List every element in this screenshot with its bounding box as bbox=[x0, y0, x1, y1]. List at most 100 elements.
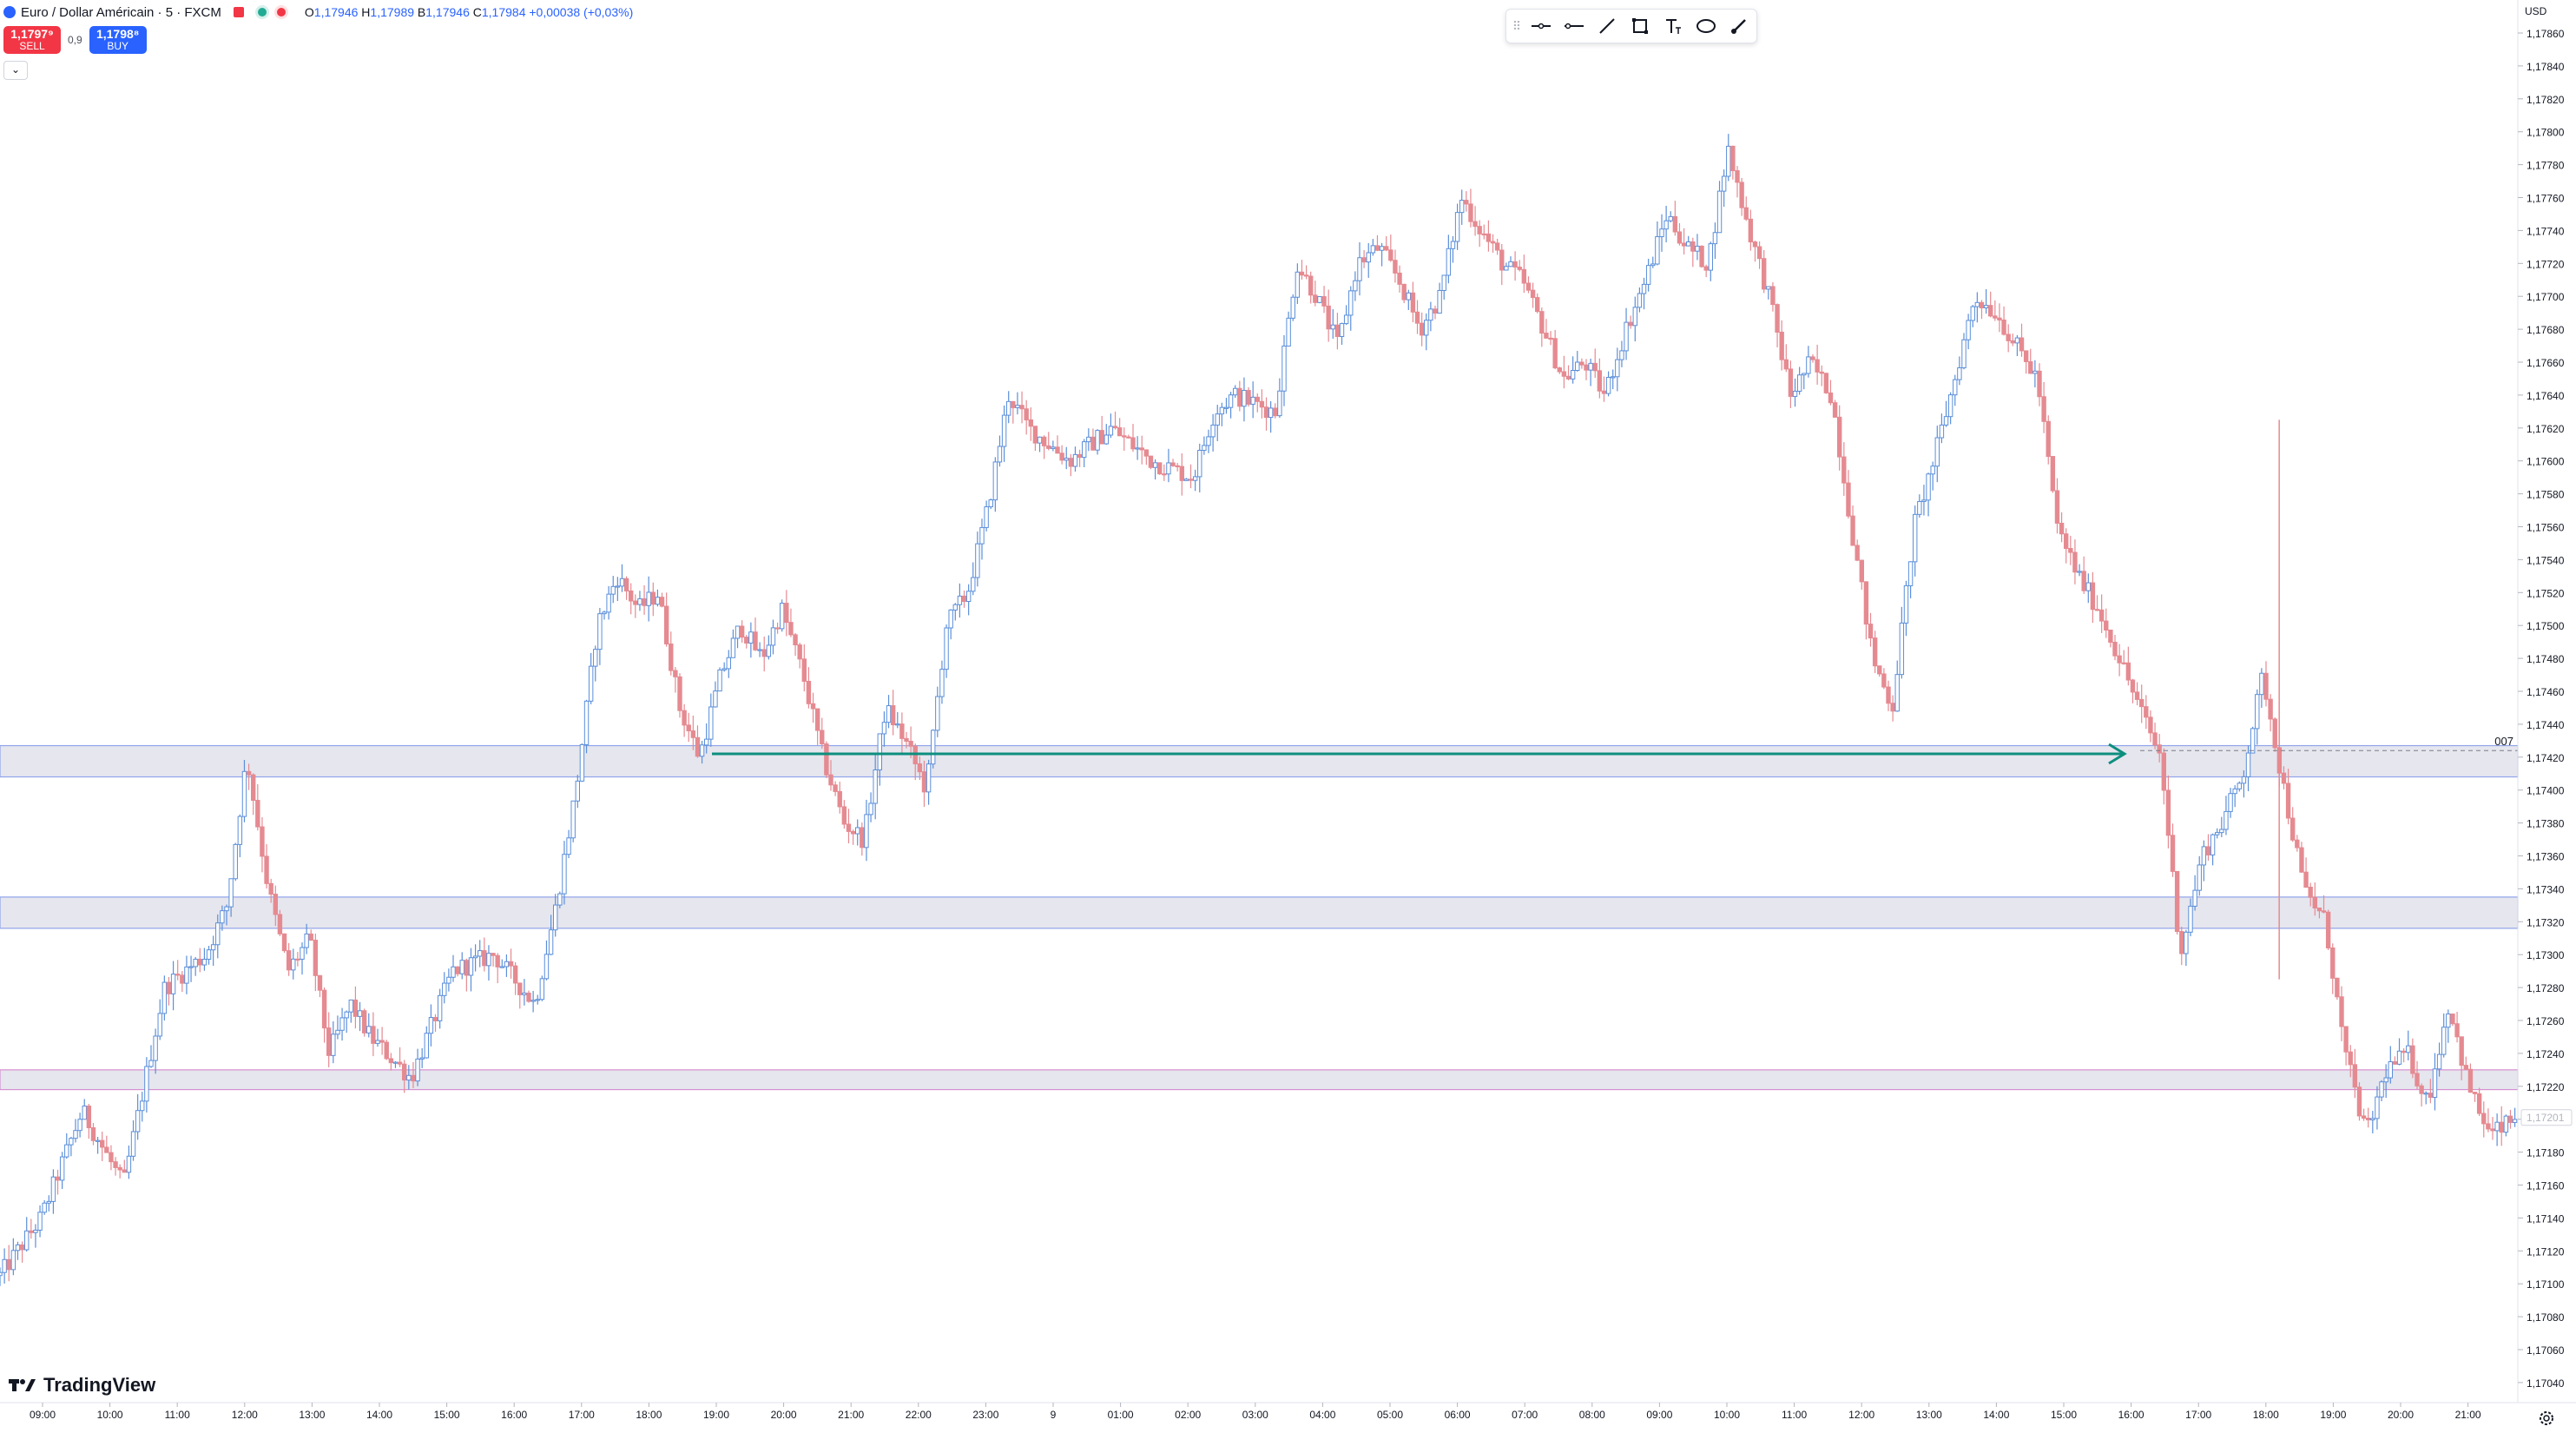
tradingview-logo-text: TradingView bbox=[43, 1374, 156, 1396]
candle-body bbox=[304, 933, 309, 948]
candle-body bbox=[1281, 345, 1287, 392]
candle-body bbox=[1943, 416, 1949, 426]
candle-body bbox=[2192, 889, 2197, 907]
candle-body bbox=[1686, 241, 1691, 247]
candle-body bbox=[877, 733, 882, 771]
candle-body bbox=[1219, 406, 1225, 415]
price-tick-label: 1,17440 bbox=[2527, 719, 2565, 731]
candle-body bbox=[2499, 1121, 2504, 1133]
candle-body bbox=[2046, 420, 2051, 458]
candle-body bbox=[1099, 430, 1104, 445]
time-tick-label: 9 bbox=[1051, 1409, 1057, 1421]
brush-icon[interactable] bbox=[1725, 13, 1753, 39]
candle-body bbox=[1064, 458, 1069, 461]
candle-body bbox=[1796, 374, 1802, 392]
horizontal-line-icon[interactable] bbox=[1527, 13, 1555, 39]
time-tick-label: 16:00 bbox=[501, 1409, 527, 1421]
market-status-icon[interactable] bbox=[233, 7, 244, 17]
candle-body bbox=[748, 631, 754, 644]
candle-body bbox=[744, 637, 749, 644]
candle-body bbox=[1521, 268, 1527, 284]
candle-body bbox=[77, 1119, 82, 1132]
buy-button[interactable]: 1,1798⁸ BUY bbox=[89, 26, 147, 54]
candle-body bbox=[1215, 413, 1220, 426]
time-tick-label: 15:00 bbox=[2051, 1409, 2077, 1421]
candle-body bbox=[95, 1139, 101, 1142]
candle-body bbox=[2299, 847, 2304, 873]
candle-body bbox=[1011, 400, 1016, 408]
data-live-icon[interactable] bbox=[257, 8, 267, 17]
candle-body bbox=[1353, 280, 1358, 292]
candle-body bbox=[1645, 265, 1651, 285]
candle-body bbox=[2, 1258, 7, 1273]
candle-body bbox=[788, 622, 794, 636]
candle-body bbox=[1428, 308, 1433, 321]
candle-body bbox=[1041, 436, 1047, 446]
candle-body bbox=[82, 1106, 87, 1120]
candle-body bbox=[562, 854, 567, 895]
candle-body bbox=[64, 1144, 69, 1158]
candle-body bbox=[6, 1258, 11, 1271]
candle-body bbox=[122, 1169, 127, 1173]
candle-body bbox=[175, 974, 181, 976]
time-tick-label: 20:00 bbox=[2388, 1409, 2414, 1421]
sell-button[interactable]: 1,1797⁹ SELL bbox=[3, 26, 61, 54]
candle-body bbox=[1317, 296, 1322, 303]
candle-body bbox=[2041, 396, 2046, 422]
time-tick-label: 13:00 bbox=[1916, 1409, 1942, 1421]
candle-body bbox=[1162, 473, 1167, 476]
candle-body bbox=[170, 974, 176, 994]
candle-body bbox=[295, 958, 300, 961]
ohlc-high-label: H bbox=[361, 5, 371, 19]
candle-body bbox=[1881, 673, 1887, 688]
candle-body bbox=[1894, 674, 1900, 712]
candle-body bbox=[1775, 304, 1780, 333]
candle-body bbox=[268, 882, 273, 895]
candle-body bbox=[2170, 835, 2176, 872]
candle-body bbox=[2245, 752, 2251, 777]
candle-body bbox=[1668, 215, 1673, 221]
candle-body bbox=[1953, 379, 1958, 396]
horizontal-ray-icon[interactable] bbox=[1560, 13, 1588, 39]
gear-icon[interactable] bbox=[2537, 1409, 2556, 1428]
candle-body bbox=[717, 669, 722, 692]
tradingview-logo[interactable]: TradingView bbox=[9, 1374, 155, 1397]
alert-status-icon[interactable] bbox=[276, 8, 286, 17]
candle-body bbox=[1983, 305, 1989, 308]
candle-body bbox=[761, 649, 767, 657]
current-price-label: 1,17201 bbox=[2527, 1112, 2565, 1124]
candle-body bbox=[1095, 430, 1100, 451]
trend-line-icon[interactable] bbox=[1593, 13, 1621, 39]
text-icon[interactable] bbox=[1659, 13, 1687, 39]
candle-body bbox=[1628, 321, 1633, 327]
candle-body bbox=[1343, 314, 1349, 325]
candle-body bbox=[1197, 450, 1202, 478]
candle-body bbox=[233, 843, 238, 880]
candle-body bbox=[1152, 462, 1158, 468]
current-price-badge bbox=[2520, 1109, 2573, 1126]
candle-body bbox=[682, 710, 687, 726]
candle-body bbox=[491, 953, 496, 956]
candle-body bbox=[1934, 437, 1940, 467]
candle-body bbox=[797, 644, 802, 660]
time-tick-label: 06:00 bbox=[1445, 1409, 1471, 1421]
currency-label[interactable]: USD bbox=[2525, 5, 2547, 17]
symbol-title[interactable]: Euro / Dollar Américain · 5 · FXCM bbox=[21, 4, 221, 20]
collapse-legend-button[interactable]: ⌄ bbox=[3, 61, 28, 80]
price-tick-label: 1,17400 bbox=[2527, 785, 2565, 797]
candle-body bbox=[2272, 718, 2277, 749]
candle-body bbox=[642, 598, 647, 606]
candle-body bbox=[1672, 215, 1678, 233]
grip-icon[interactable]: ⠿ bbox=[1512, 18, 1522, 33]
candle-body bbox=[1783, 359, 1789, 370]
rectangle-icon[interactable] bbox=[1626, 13, 1654, 39]
candle-body bbox=[437, 994, 443, 1021]
candle-body bbox=[602, 611, 607, 615]
ohlc-low: 1,17946 bbox=[425, 5, 470, 19]
candle-body bbox=[1846, 482, 1851, 517]
candle-body bbox=[1863, 581, 1869, 625]
candle-body bbox=[228, 878, 234, 908]
ellipse-icon[interactable] bbox=[1692, 13, 1720, 39]
candle-body bbox=[735, 625, 741, 639]
